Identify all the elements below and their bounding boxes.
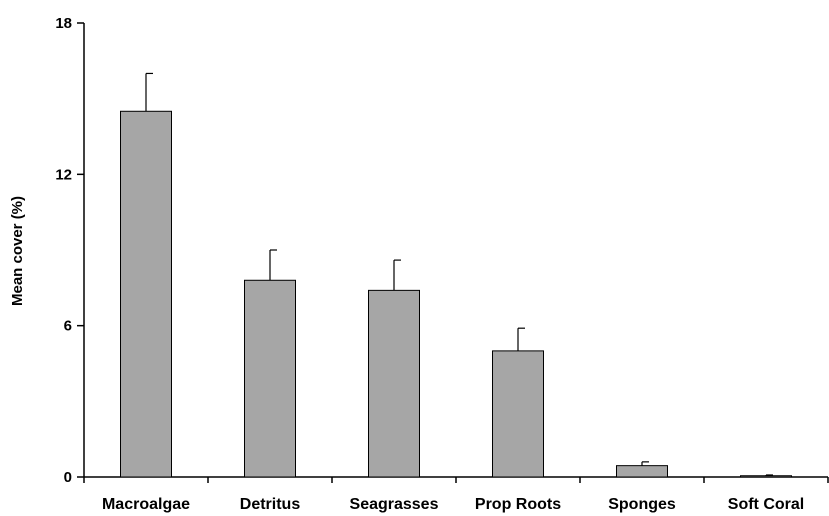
x-category-label: Detritus: [240, 496, 301, 513]
bar-soft-coral: [740, 475, 792, 478]
y-tick-label: 12: [55, 166, 72, 183]
y-axis: 0 6 12 18: [55, 15, 85, 486]
y-tick-label: 18: [55, 15, 72, 32]
x-category-label: Macroalgae: [102, 496, 190, 513]
x-category-label: Prop Roots: [475, 496, 561, 513]
x-category-label: Soft Coral: [728, 496, 804, 513]
y-tick-label: 0: [64, 469, 72, 486]
y-axis-title: Mean cover (%): [9, 196, 26, 306]
category-labels: Macroalgae Detritus Seagrasses Prop Roots Sp…: [102, 496, 804, 513]
bars: [120, 72, 792, 478]
bar-prop-roots: [492, 350, 544, 478]
bar-detritus: [244, 279, 296, 478]
x-category-label: Sponges: [608, 496, 676, 513]
bar-seagrasses: [368, 289, 420, 478]
bar-sponges: [616, 465, 668, 478]
x-category-label: Seagrasses: [350, 496, 439, 513]
x-axis: [83, 476, 829, 483]
y-tick-label: 6: [64, 318, 72, 335]
bar-macroalgae: [120, 110, 172, 478]
